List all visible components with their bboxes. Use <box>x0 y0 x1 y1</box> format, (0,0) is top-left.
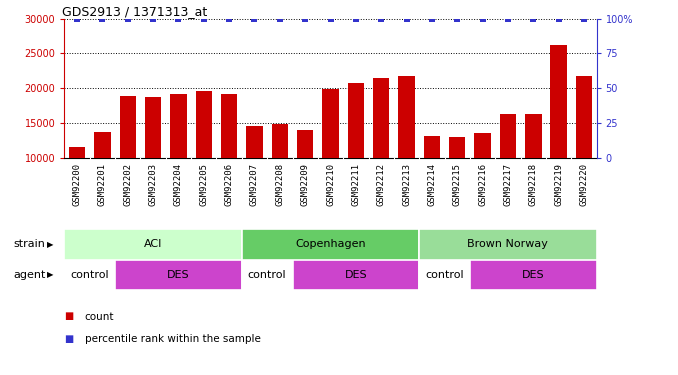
Text: GSM92214: GSM92214 <box>427 163 437 206</box>
Point <box>300 16 311 22</box>
Point <box>502 16 513 22</box>
Text: GSM92204: GSM92204 <box>174 163 183 206</box>
Point <box>97 16 108 22</box>
Text: GSM92207: GSM92207 <box>250 163 259 206</box>
Bar <box>64 260 115 290</box>
Point <box>553 16 564 22</box>
Bar <box>500 114 516 158</box>
Bar <box>398 76 415 158</box>
Bar <box>551 45 567 158</box>
Point <box>122 16 133 22</box>
Text: GSM92211: GSM92211 <box>351 163 361 206</box>
Point <box>224 16 235 22</box>
Bar <box>115 260 242 290</box>
Bar <box>272 124 288 158</box>
Text: GSM92200: GSM92200 <box>73 163 81 206</box>
Text: control: control <box>248 270 287 280</box>
Bar <box>373 78 389 158</box>
Text: ■: ■ <box>64 312 74 321</box>
Point <box>401 16 412 22</box>
Bar <box>94 132 111 158</box>
Text: ▶: ▶ <box>47 270 54 279</box>
Bar <box>322 89 339 158</box>
Bar <box>246 126 263 158</box>
Bar <box>424 136 440 158</box>
Text: percentile rank within the sample: percentile rank within the sample <box>85 334 260 344</box>
Bar <box>119 96 136 158</box>
Point <box>426 16 437 22</box>
Bar <box>419 260 470 290</box>
Bar <box>242 260 292 290</box>
Text: GSM92217: GSM92217 <box>504 163 513 206</box>
Text: GSM92202: GSM92202 <box>123 163 132 206</box>
Text: GSM92209: GSM92209 <box>300 163 310 206</box>
Text: GSM92219: GSM92219 <box>554 163 563 206</box>
Text: strain: strain <box>14 239 45 249</box>
Bar <box>576 76 592 158</box>
Bar <box>292 260 419 290</box>
Text: Copenhagen: Copenhagen <box>295 239 366 249</box>
Text: Brown Norway: Brown Norway <box>468 239 549 249</box>
Point <box>578 16 589 22</box>
Bar <box>475 133 491 158</box>
Bar <box>221 94 237 158</box>
Point <box>376 16 386 22</box>
Bar <box>449 137 466 158</box>
Point <box>325 16 336 22</box>
Text: GSM92216: GSM92216 <box>478 163 487 206</box>
Text: DES: DES <box>167 270 190 280</box>
Bar <box>525 114 542 158</box>
Text: GSM92220: GSM92220 <box>580 163 589 206</box>
Point <box>148 16 159 22</box>
Text: GSM92208: GSM92208 <box>275 163 284 206</box>
Text: ACI: ACI <box>144 239 162 249</box>
Text: GSM92213: GSM92213 <box>402 163 411 206</box>
Text: GSM92218: GSM92218 <box>529 163 538 206</box>
Point <box>528 16 539 22</box>
Bar <box>64 229 242 260</box>
Text: GSM92205: GSM92205 <box>199 163 208 206</box>
Point <box>452 16 462 22</box>
Bar <box>145 97 161 158</box>
Point <box>249 16 260 22</box>
Point <box>173 16 184 22</box>
Text: GSM92201: GSM92201 <box>98 163 107 206</box>
Text: GSM92210: GSM92210 <box>326 163 335 206</box>
Point <box>351 16 361 22</box>
Text: agent: agent <box>14 270 46 280</box>
Bar <box>170 94 186 158</box>
Bar <box>195 91 212 158</box>
Text: GSM92203: GSM92203 <box>148 163 157 206</box>
Point <box>275 16 285 22</box>
Text: GSM92206: GSM92206 <box>224 163 234 206</box>
Text: control: control <box>425 270 464 280</box>
Text: GSM92212: GSM92212 <box>377 163 386 206</box>
Point <box>72 16 83 22</box>
Text: ▶: ▶ <box>47 240 54 249</box>
Text: count: count <box>85 312 115 321</box>
Text: GDS2913 / 1371313_at: GDS2913 / 1371313_at <box>62 4 207 18</box>
Point <box>477 16 488 22</box>
Text: DES: DES <box>522 270 544 280</box>
Text: GSM92215: GSM92215 <box>453 163 462 206</box>
Bar <box>242 229 419 260</box>
Text: DES: DES <box>344 270 367 280</box>
Bar <box>297 130 313 158</box>
Point <box>199 16 210 22</box>
Bar <box>69 147 85 158</box>
Bar <box>419 229 597 260</box>
Bar <box>348 83 364 158</box>
Text: ■: ■ <box>64 334 74 344</box>
Text: control: control <box>71 270 109 280</box>
Bar <box>470 260 597 290</box>
